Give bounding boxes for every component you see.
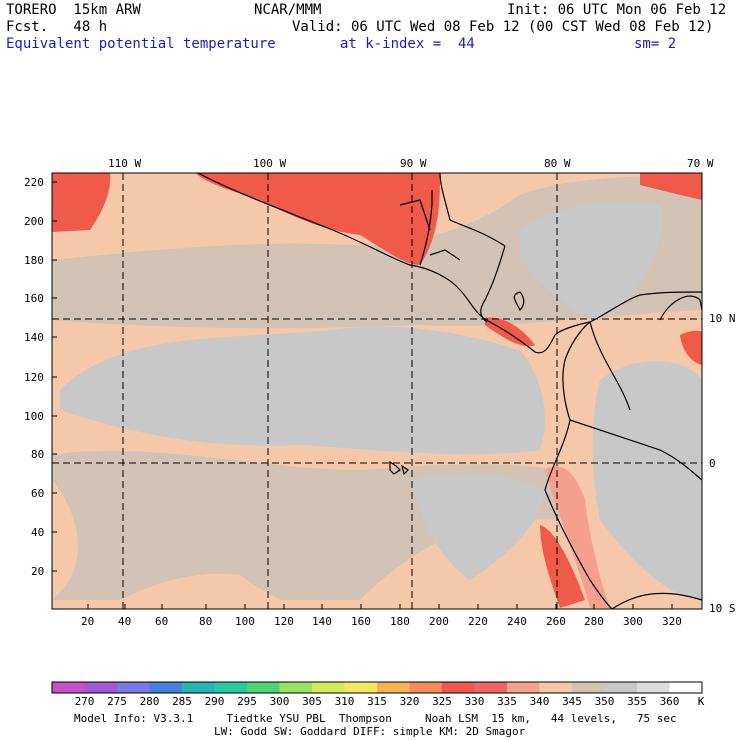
y-tick-label: 60 (31, 487, 45, 500)
x-tick-label: 240 (507, 615, 527, 628)
y-tick-label: 180 (24, 254, 44, 267)
organization-label: NCAR/MMM (254, 2, 322, 18)
x-tick-label: 320 (662, 615, 682, 628)
x-tick-label: 180 (390, 615, 410, 628)
lat-label: 0 (709, 457, 716, 470)
lon-label: 100 W (253, 157, 287, 170)
lon-label: 80 W (544, 157, 571, 170)
map-frame (51, 172, 703, 610)
x-tick-label: 280 (584, 615, 604, 628)
lon-label: 110 W (108, 157, 142, 170)
y-tick-label: 100 (24, 410, 44, 423)
y-tick-label: 220 (24, 176, 44, 189)
lon-label: 90 W (400, 157, 427, 170)
model-physics-line: LW: Godd SW: Goddard DIFF: simple KM: 2D… (214, 725, 526, 738)
x-tick-label: 260 (546, 615, 566, 628)
y-tick-label: 80 (31, 448, 45, 461)
model-title: TORERO 15km ARW (6, 2, 141, 18)
y-tick-label: 20 (31, 565, 45, 578)
y-tick-label: 200 (24, 215, 44, 228)
temperature-field (52, 173, 702, 609)
y-tick-label: 140 (24, 331, 44, 344)
field-name: Equivalent potential temperature (6, 36, 276, 52)
x-tick-label: 200 (429, 615, 449, 628)
x-tick-label: 40 (118, 615, 132, 628)
x-tick-label: 100 (235, 615, 255, 628)
lat-label: 10 N (709, 312, 736, 325)
x-tick-label: 300 (623, 615, 643, 628)
lat-label: 10 S (709, 602, 736, 615)
x-tick-label: 160 (351, 615, 371, 628)
y-tick-label: 120 (24, 371, 44, 384)
x-tick-label: 20 (81, 615, 95, 628)
forecast-hour: Fcst. 48 h (6, 19, 108, 35)
axis-ticks (52, 181, 673, 609)
x-tick-label: 80 (199, 615, 213, 628)
y-tick-label: 40 (31, 526, 45, 539)
lat-lon-grid (52, 173, 702, 609)
model-info-line: Model Info: V3.3.1 Tiedtke YSU PBL Thomp… (74, 712, 677, 725)
x-tick-label: 140 (312, 615, 332, 628)
x-tick-label: 120 (274, 615, 294, 628)
valid-time: Valid: 06 UTC Wed 08 Feb 12 (00 CST Wed … (292, 19, 714, 35)
coastlines (197, 173, 702, 609)
smoothing-label: sm= 2 (634, 36, 677, 52)
lon-label: 70 W (687, 157, 714, 170)
x-tick-label: 220 (468, 615, 488, 628)
y-tick-label: 160 (24, 292, 44, 305)
level-label: at k-index = 44 (340, 36, 475, 52)
x-tick-label: 60 (155, 615, 169, 628)
init-time: Init: 06 UTC Mon 06 Feb 12 (507, 2, 727, 18)
